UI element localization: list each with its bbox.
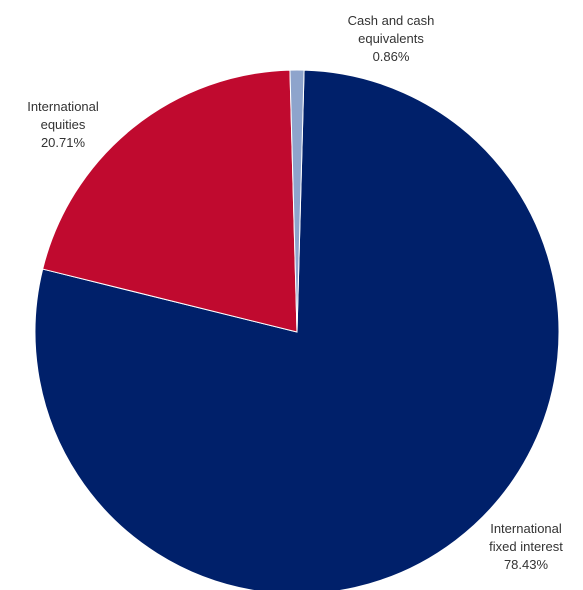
data-label-fixed-interest: International fixed interest 78.43% <box>470 520 582 574</box>
data-label-equities-value: 20.71% <box>40 135 86 150</box>
data-label-fixed-interest-line-2: fixed interest <box>489 539 563 554</box>
data-label-equities-line-2: equities <box>40 117 86 132</box>
data-label-cash: Cash and cash equivalents 0.86% <box>335 12 447 66</box>
data-label-cash-line-2: equivalents <box>358 31 424 46</box>
data-label-fixed-interest-value: 78.43% <box>503 557 549 572</box>
data-label-cash-value: 0.86% <box>372 49 410 64</box>
data-label-fixed-interest-line-1: International <box>490 521 562 536</box>
data-label-equities: International equities 20.71% <box>8 98 118 152</box>
pie-slice-cash <box>289 69 305 333</box>
pie-slice-fixed <box>34 69 560 590</box>
pie-slice-equities <box>42 69 298 333</box>
data-label-cash-line-1: Cash and cash <box>347 13 435 28</box>
data-label-equities-line-1: International <box>27 99 99 114</box>
